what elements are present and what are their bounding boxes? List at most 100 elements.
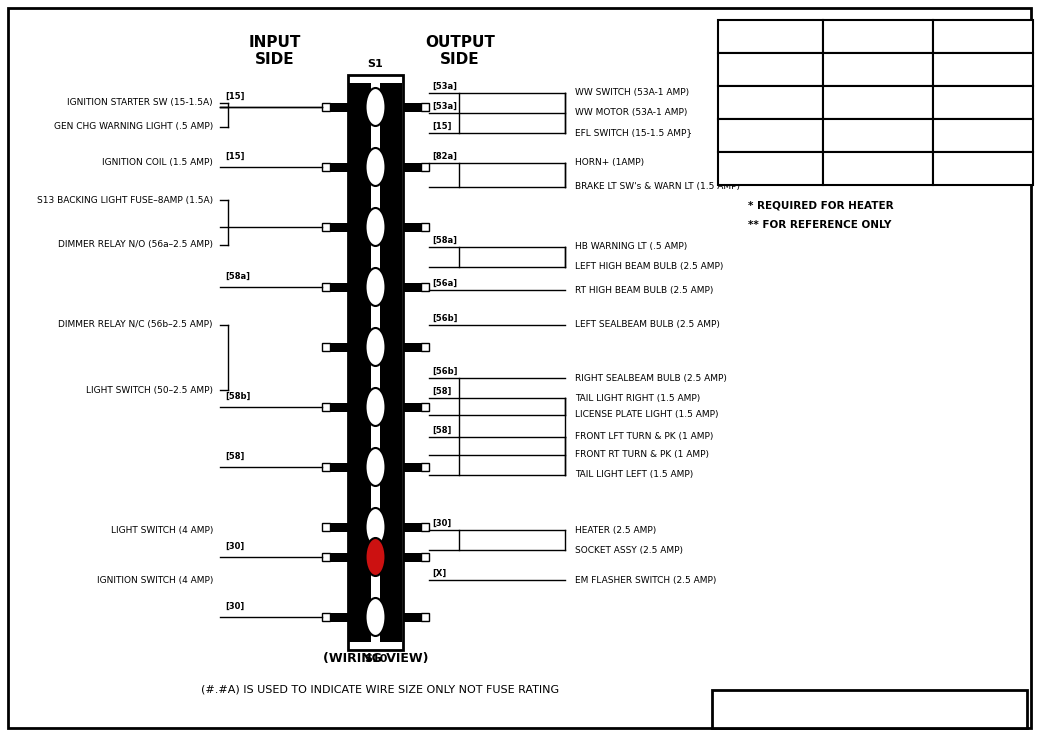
Text: 25 AMPS: 25 AMPS	[852, 162, 904, 175]
Bar	[322, 163, 330, 171]
Bar	[322, 523, 330, 531]
Bar	[933, 152, 1033, 185]
Ellipse shape	[366, 148, 385, 186]
Bar	[718, 152, 823, 185]
Text: DIMMER RELAY N/O (56a–2.5 AMP): DIMMER RELAY N/O (56a–2.5 AMP)	[58, 241, 213, 250]
Ellipse shape	[366, 598, 385, 636]
Text: EFL SWITCH (15-1.5 AMP}: EFL SWITCH (15-1.5 AMP}	[575, 129, 692, 138]
Text: 8 AMPS: 8 AMPS	[856, 129, 900, 142]
Bar	[421, 613, 429, 621]
Ellipse shape	[366, 448, 385, 486]
Text: IGNITION COIL (1.5 AMP): IGNITION COIL (1.5 AMP)	[102, 158, 213, 168]
Text: [30]: [30]	[432, 519, 451, 528]
Text: HEATER (2.5 AMP): HEATER (2.5 AMP)	[575, 526, 657, 534]
Text: [58a]: [58a]	[432, 236, 457, 245]
Bar	[328, 283, 348, 291]
Bar	[403, 222, 423, 232]
Text: INPUT
SIDE: INPUT SIDE	[248, 35, 301, 68]
Text: LEFT HIGH BEAM BULB (2.5 AMP): LEFT HIGH BEAM BULB (2.5 AMP)	[575, 263, 723, 272]
Bar	[933, 86, 1033, 119]
Text: WW MOTOR (53A-1 AMP): WW MOTOR (53A-1 AMP)	[575, 108, 688, 118]
Bar	[403, 403, 423, 411]
Bar	[823, 119, 933, 152]
Text: LEFT SEALBEAM BULB (2.5 AMP): LEFT SEALBEAM BULB (2.5 AMP)	[575, 320, 720, 330]
Text: OUTPUT
SIDE: OUTPUT SIDE	[425, 35, 495, 68]
Text: [30]: [30]	[225, 542, 244, 551]
Bar	[823, 86, 933, 119]
Bar	[421, 163, 429, 171]
Bar	[403, 612, 423, 621]
Text: TAIL LIGHT LEFT (1.5 AMP): TAIL LIGHT LEFT (1.5 AMP)	[575, 470, 693, 479]
Bar	[823, 152, 933, 185]
Bar	[403, 523, 423, 531]
Text: RT HIGH BEAM BULB (2.5 AMP): RT HIGH BEAM BULB (2.5 AMP)	[575, 286, 714, 294]
Bar	[328, 163, 348, 171]
Text: [56b]: [56b]	[432, 367, 457, 376]
Ellipse shape	[366, 328, 385, 366]
Text: TAIL LIGHT RIGHT (1.5 AMP): TAIL LIGHT RIGHT (1.5 AMP)	[575, 394, 700, 403]
Bar	[328, 403, 348, 411]
Text: [X]: [X]	[432, 569, 446, 578]
Text: S1 – S8: S1 – S8	[749, 63, 792, 76]
Text: IGNITION STARTER SW (15-1.5A): IGNITION STARTER SW (15-1.5A)	[68, 99, 213, 107]
Bar	[403, 462, 423, 472]
Text: (WIRING VIEW): (WIRING VIEW)	[323, 652, 428, 665]
Text: ORG (RED): ORG (RED)	[951, 96, 1015, 109]
Bar	[348, 75, 403, 650]
Bar	[933, 20, 1033, 53]
Text: S13 BACKING LIGHT FUSE–8AMP (1.5A): S13 BACKING LIGHT FUSE–8AMP (1.5A)	[36, 196, 213, 205]
Text: BLUE: BLUE	[968, 162, 997, 175]
Bar	[421, 103, 429, 111]
Bar	[421, 553, 429, 561]
Bar	[328, 102, 348, 111]
Bar	[322, 283, 330, 291]
Bar	[718, 53, 823, 86]
Text: NOT USED**: NOT USED**	[734, 162, 807, 175]
Text: GEN CHG WARNING LIGHT (.5 AMP): GEN CHG WARNING LIGHT (.5 AMP)	[54, 122, 213, 132]
Text: LIGHT SWITCH (4 AMP): LIGHT SWITCH (4 AMP)	[110, 526, 213, 534]
Text: LIGHT SWITCH (50–2.5 AMP): LIGHT SWITCH (50–2.5 AMP)	[86, 386, 213, 394]
Text: WHITE: WHITE	[964, 63, 1003, 76]
Text: S9*: S9*	[761, 96, 781, 109]
Bar	[328, 523, 348, 531]
Text: [15]: [15]	[225, 152, 244, 161]
Bar	[421, 223, 429, 231]
Ellipse shape	[366, 88, 385, 126]
Text: WHITE: WHITE	[964, 129, 1003, 142]
Text: * REQUIRED FOR HEATER: * REQUIRED FOR HEATER	[748, 200, 894, 210]
Bar	[349, 83, 371, 642]
Bar	[380, 83, 402, 642]
Bar	[328, 342, 348, 352]
Text: HORN+ (1AMP): HORN+ (1AMP)	[575, 158, 644, 168]
Bar	[421, 343, 429, 351]
Text: 3 AMPS: 3 AMPS	[856, 63, 900, 76]
Text: [58b]: [58b]	[225, 392, 250, 401]
Bar	[823, 53, 933, 86]
Bar	[328, 462, 348, 472]
Text: [58]: [58]	[432, 426, 451, 435]
Bar	[718, 20, 823, 53]
Text: [53a]: [53a]	[432, 82, 457, 91]
Bar	[328, 553, 348, 562]
Text: RIGHT SEALBEAM BULB (2.5 AMP): RIGHT SEALBEAM BULB (2.5 AMP)	[575, 373, 727, 383]
Bar	[322, 343, 330, 351]
Text: AMPERAGE: AMPERAGE	[842, 30, 914, 43]
Text: [53a]: [53a]	[432, 102, 457, 111]
Text: [58]: [58]	[432, 387, 451, 396]
Ellipse shape	[366, 208, 385, 246]
Bar	[328, 612, 348, 621]
Text: [56a]: [56a]	[432, 279, 457, 288]
Bar	[823, 20, 933, 53]
Bar	[403, 102, 423, 111]
Bar	[328, 222, 348, 232]
Text: (#.#A) IS USED TO INDICATE WIRE SIZE ONLY NOT FUSE RATING: (#.#A) IS USED TO INDICATE WIRE SIZE ONL…	[201, 685, 559, 695]
Text: FUSE BLOCK DETAIL: FUSE BLOCK DETAIL	[776, 701, 962, 719]
Text: S10: S10	[364, 654, 388, 664]
Ellipse shape	[366, 538, 385, 576]
Bar	[933, 53, 1033, 86]
Text: S10: S10	[760, 129, 781, 142]
Text: FUSE: FUSE	[753, 30, 788, 43]
Bar	[322, 103, 330, 111]
Bar	[421, 463, 429, 471]
Bar	[403, 163, 423, 171]
